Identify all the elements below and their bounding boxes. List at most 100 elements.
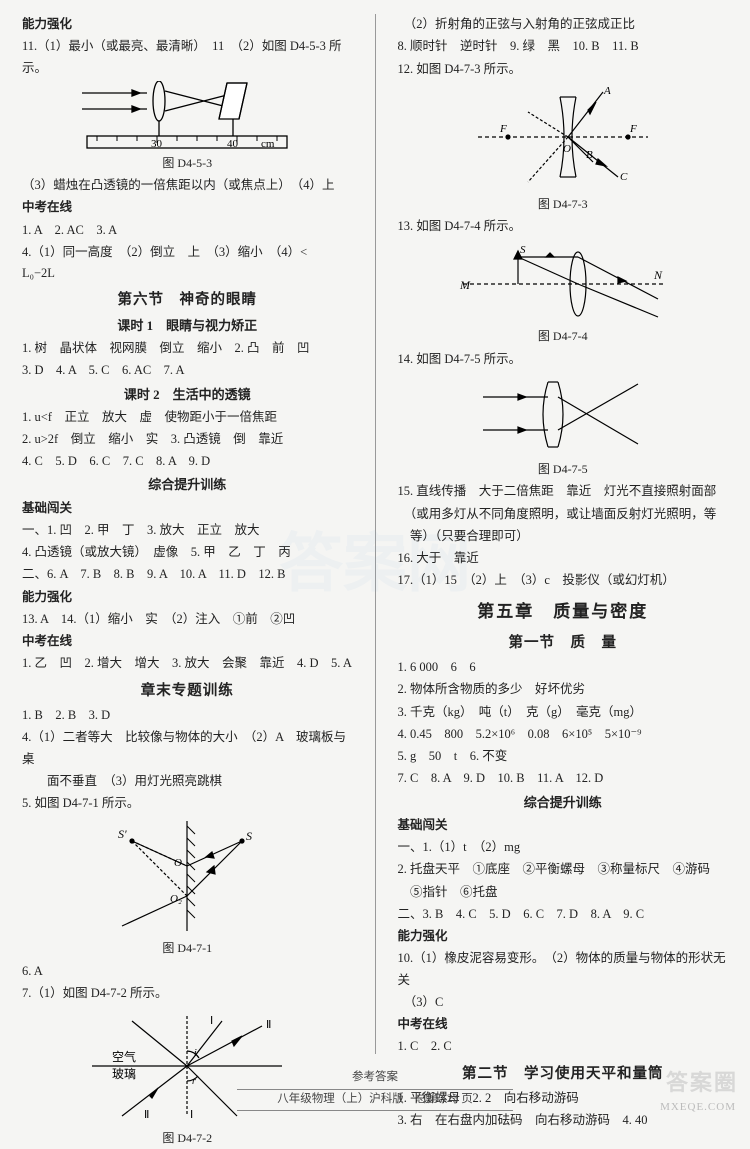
text: 13. 如图 D4-7-4 所示。 xyxy=(398,216,729,237)
chapter-end-title: 章末专题训练 xyxy=(22,679,353,704)
text: 4. C 5. D 6. C 7. C 8. A 9. D xyxy=(22,451,353,472)
svg-text:F: F xyxy=(629,123,637,135)
text: 12. 如图 D4-7-3 所示。 xyxy=(398,59,729,80)
svg-text:Ⅰ: Ⅰ xyxy=(190,1109,193,1121)
text: 面不垂直 （3）用灯光照亮跳棋 xyxy=(22,771,353,792)
text: 7.（1）如图 D4-7-2 所示。 xyxy=(22,983,353,1004)
figure-d4-5-3: 30 40 cm xyxy=(22,81,353,151)
svg-text:O₂: O₂ xyxy=(170,893,182,905)
text: 2. 物体所含物质的多少 好坏优劣 xyxy=(398,679,729,700)
text: 1. A 2. AC 3. A xyxy=(22,220,353,241)
svg-text:S: S xyxy=(520,244,526,256)
text: ⑤指针 ⑥托盘 xyxy=(398,882,729,903)
text: （2）折射角的正弦与入射角的正弦成正比 xyxy=(398,14,729,35)
text: 5. g 50 t 6. 不变 xyxy=(398,746,729,767)
page-footer: 参考答案 八年级物理（上）沪科版 总第 123 页 xyxy=(0,1068,750,1111)
column-divider xyxy=(375,14,376,1054)
svg-text:S: S xyxy=(246,829,252,843)
heading-ability: 能力强化 xyxy=(22,14,353,35)
watermark-url: MXEQE.COM xyxy=(660,1098,736,1117)
heading-ability2: 能力强化 xyxy=(22,587,353,608)
text: 一、1.（1）t （2）mg xyxy=(398,837,729,858)
text: 10.（1）橡皮泥容易变形。 （2）物体的质量与物体的形状无关 xyxy=(398,948,729,991)
figcap: 图 D4-7-5 xyxy=(398,459,729,479)
figcap: 图 D4-7-4 xyxy=(398,326,729,346)
svg-text:O: O xyxy=(174,857,182,869)
svg-text:Ⅰ: Ⅰ xyxy=(210,1015,213,1027)
figcap: 图 D4-7-3 xyxy=(398,194,729,214)
text: 1. 树 晶状体 视网膜 倒立 缩小 2. 凸 前 凹 xyxy=(22,338,353,359)
svg-text:B: B xyxy=(586,149,593,161)
text: 17.（1）15 （2）上 （3）c 投影仪（或幻灯机） xyxy=(398,570,729,591)
svg-text:N: N xyxy=(653,268,663,282)
svg-text:Ⅱ: Ⅱ xyxy=(144,1109,149,1121)
svg-text:Ⅱ: Ⅱ xyxy=(266,1019,271,1031)
svg-text:O: O xyxy=(563,143,571,155)
svg-text:F: F xyxy=(499,123,507,135)
figure-d4-7-4: M N S xyxy=(398,239,729,324)
heading-exam2: 中考在线 xyxy=(22,631,353,652)
section-5-1-title: 第一节 质 量 xyxy=(398,631,729,656)
text: 2. 托盘天平 ①底座 ②平衡螺母 ③称量标尺 ④游码 xyxy=(398,859,729,880)
svg-text:S': S' xyxy=(118,827,127,841)
right-column: （2）折射角的正弦与入射角的正弦成正比 8. 顺时针 逆时针 9. 绿 黑 10… xyxy=(398,14,729,1054)
text: 1. B 2. B 3. D xyxy=(22,705,353,726)
chapter-5-title: 第五章 质量与密度 xyxy=(398,598,729,627)
figcap: 图 D4-7-2 xyxy=(22,1128,353,1148)
columns: 能力强化 11.（1）最小（或最亮、最清晰） 11 （2）如图 D4-5-3 所… xyxy=(22,14,728,1054)
text: 4.（1）二者等大 比较像与物体的大小 （2）A 玻璃板与桌 xyxy=(22,727,353,770)
text: 1. u<f 正立 放大 虚 使物距小于一倍焦距 xyxy=(22,407,353,428)
keshi2: 课时 2 生活中的透镜 xyxy=(22,384,353,406)
text: 一、1. 凹 2. 甲 丁 3. 放大 正立 放大 xyxy=(22,520,353,541)
left-column: 能力强化 11.（1）最小（或最亮、最清晰） 11 （2）如图 D4-5-3 所… xyxy=(22,14,353,1054)
text: 11.（1）最小（或最亮、最清晰） 11 （2）如图 D4-5-3 所示。 xyxy=(22,36,353,79)
text: 4. 0.45 800 5.2×10⁶ 0.08 6×10⁵ 5×10⁻⁹ xyxy=(398,724,729,745)
footer-title: 参考答案 xyxy=(0,1068,750,1088)
heading-basic: 基础闯关 xyxy=(22,498,353,519)
section-6-title: 第六节 神奇的眼睛 xyxy=(22,288,353,313)
svg-text:30: 30 xyxy=(151,138,163,150)
text: 5. 如图 D4-7-1 所示。 xyxy=(22,793,353,814)
svg-text:空气: 空气 xyxy=(112,1049,136,1064)
zhts-title: 综合提升训练 xyxy=(22,474,353,496)
text: 13. A 14.（1）缩小 实 （2）注入 ①前 ②凹 xyxy=(22,609,353,630)
text: 1. C 2. C xyxy=(398,1036,729,1057)
text: 3. D 4. A 5. C 6. AC 7. A xyxy=(22,360,353,381)
text: 3. 千克（kg） 吨（t） 克（g） 毫克（mg） xyxy=(398,702,729,723)
text: 6. A xyxy=(22,961,353,982)
text: （3）C xyxy=(398,992,729,1013)
heading-basic-r: 基础闯关 xyxy=(398,815,729,836)
heading-exam-r: 中考在线 xyxy=(398,1014,729,1035)
figure-d4-7-3: A B C F F O xyxy=(398,82,729,192)
text: 二、6. A 7. B 8. B 9. A 10. A 11. D 12. B xyxy=(22,564,353,585)
text: 1. 6 000 6 6 xyxy=(398,657,729,678)
svg-text:i: i xyxy=(194,1048,197,1059)
svg-text:C: C xyxy=(620,171,628,183)
figure-d4-7-5 xyxy=(398,372,729,457)
text: 7. C 8. A 9. D 10. B 11. A 12. D xyxy=(398,768,729,789)
text: 1. 乙 凹 2. 增大 增大 3. 放大 会聚 靠近 4. D 5. A xyxy=(22,653,353,674)
svg-text:M: M xyxy=(459,278,471,292)
watermark-logo: 答案圈 xyxy=(666,1064,738,1101)
footer-info: 八年级物理（上）沪科版 总第 123 页 xyxy=(237,1089,513,1111)
svg-text:40: 40 xyxy=(227,138,239,150)
text: 等）（只要合理即可） xyxy=(398,526,729,547)
figcap: 图 D4-7-1 xyxy=(22,938,353,958)
svg-text:A: A xyxy=(603,85,611,97)
keshi1: 课时 1 眼睛与视力矫正 xyxy=(22,315,353,337)
text: 8. 顺时针 逆时针 9. 绿 黑 10. B 11. B xyxy=(398,36,729,57)
text: （3）蜡烛在凸透镜的一倍焦距以内（或焦点上） （4）上 xyxy=(22,175,353,196)
svg-text:cm: cm xyxy=(261,138,275,150)
figcap: 图 D4-5-3 xyxy=(22,153,353,173)
heading-exam: 中考在线 xyxy=(22,197,353,218)
zhts2-title: 综合提升训练 xyxy=(398,792,729,814)
text: 4.（1）同一高度 （2）倒立 上 （3）缩小 （4）< L₀−2L xyxy=(22,242,353,285)
heading-ability-r: 能力强化 xyxy=(398,926,729,947)
text: 二、3. B 4. C 5. D 6. C 7. D 8. A 9. C xyxy=(398,904,729,925)
text: 15. 直线传播 大于二倍焦距 靠近 灯光不直接照射面部 xyxy=(398,481,729,502)
text: 16. 大于 靠近 xyxy=(398,548,729,569)
text: 4. 凸透镜（或放大镜） 虚像 5. 甲 乙 丁 丙 xyxy=(22,542,353,563)
text: 14. 如图 D4-7-5 所示。 xyxy=(398,349,729,370)
text: （或用多灯从不同角度照明，或让墙面反射灯光照明，等 xyxy=(398,504,729,525)
text: 2. u>2f 倒立 缩小 实 3. 凸透镜 倒 靠近 xyxy=(22,429,353,450)
